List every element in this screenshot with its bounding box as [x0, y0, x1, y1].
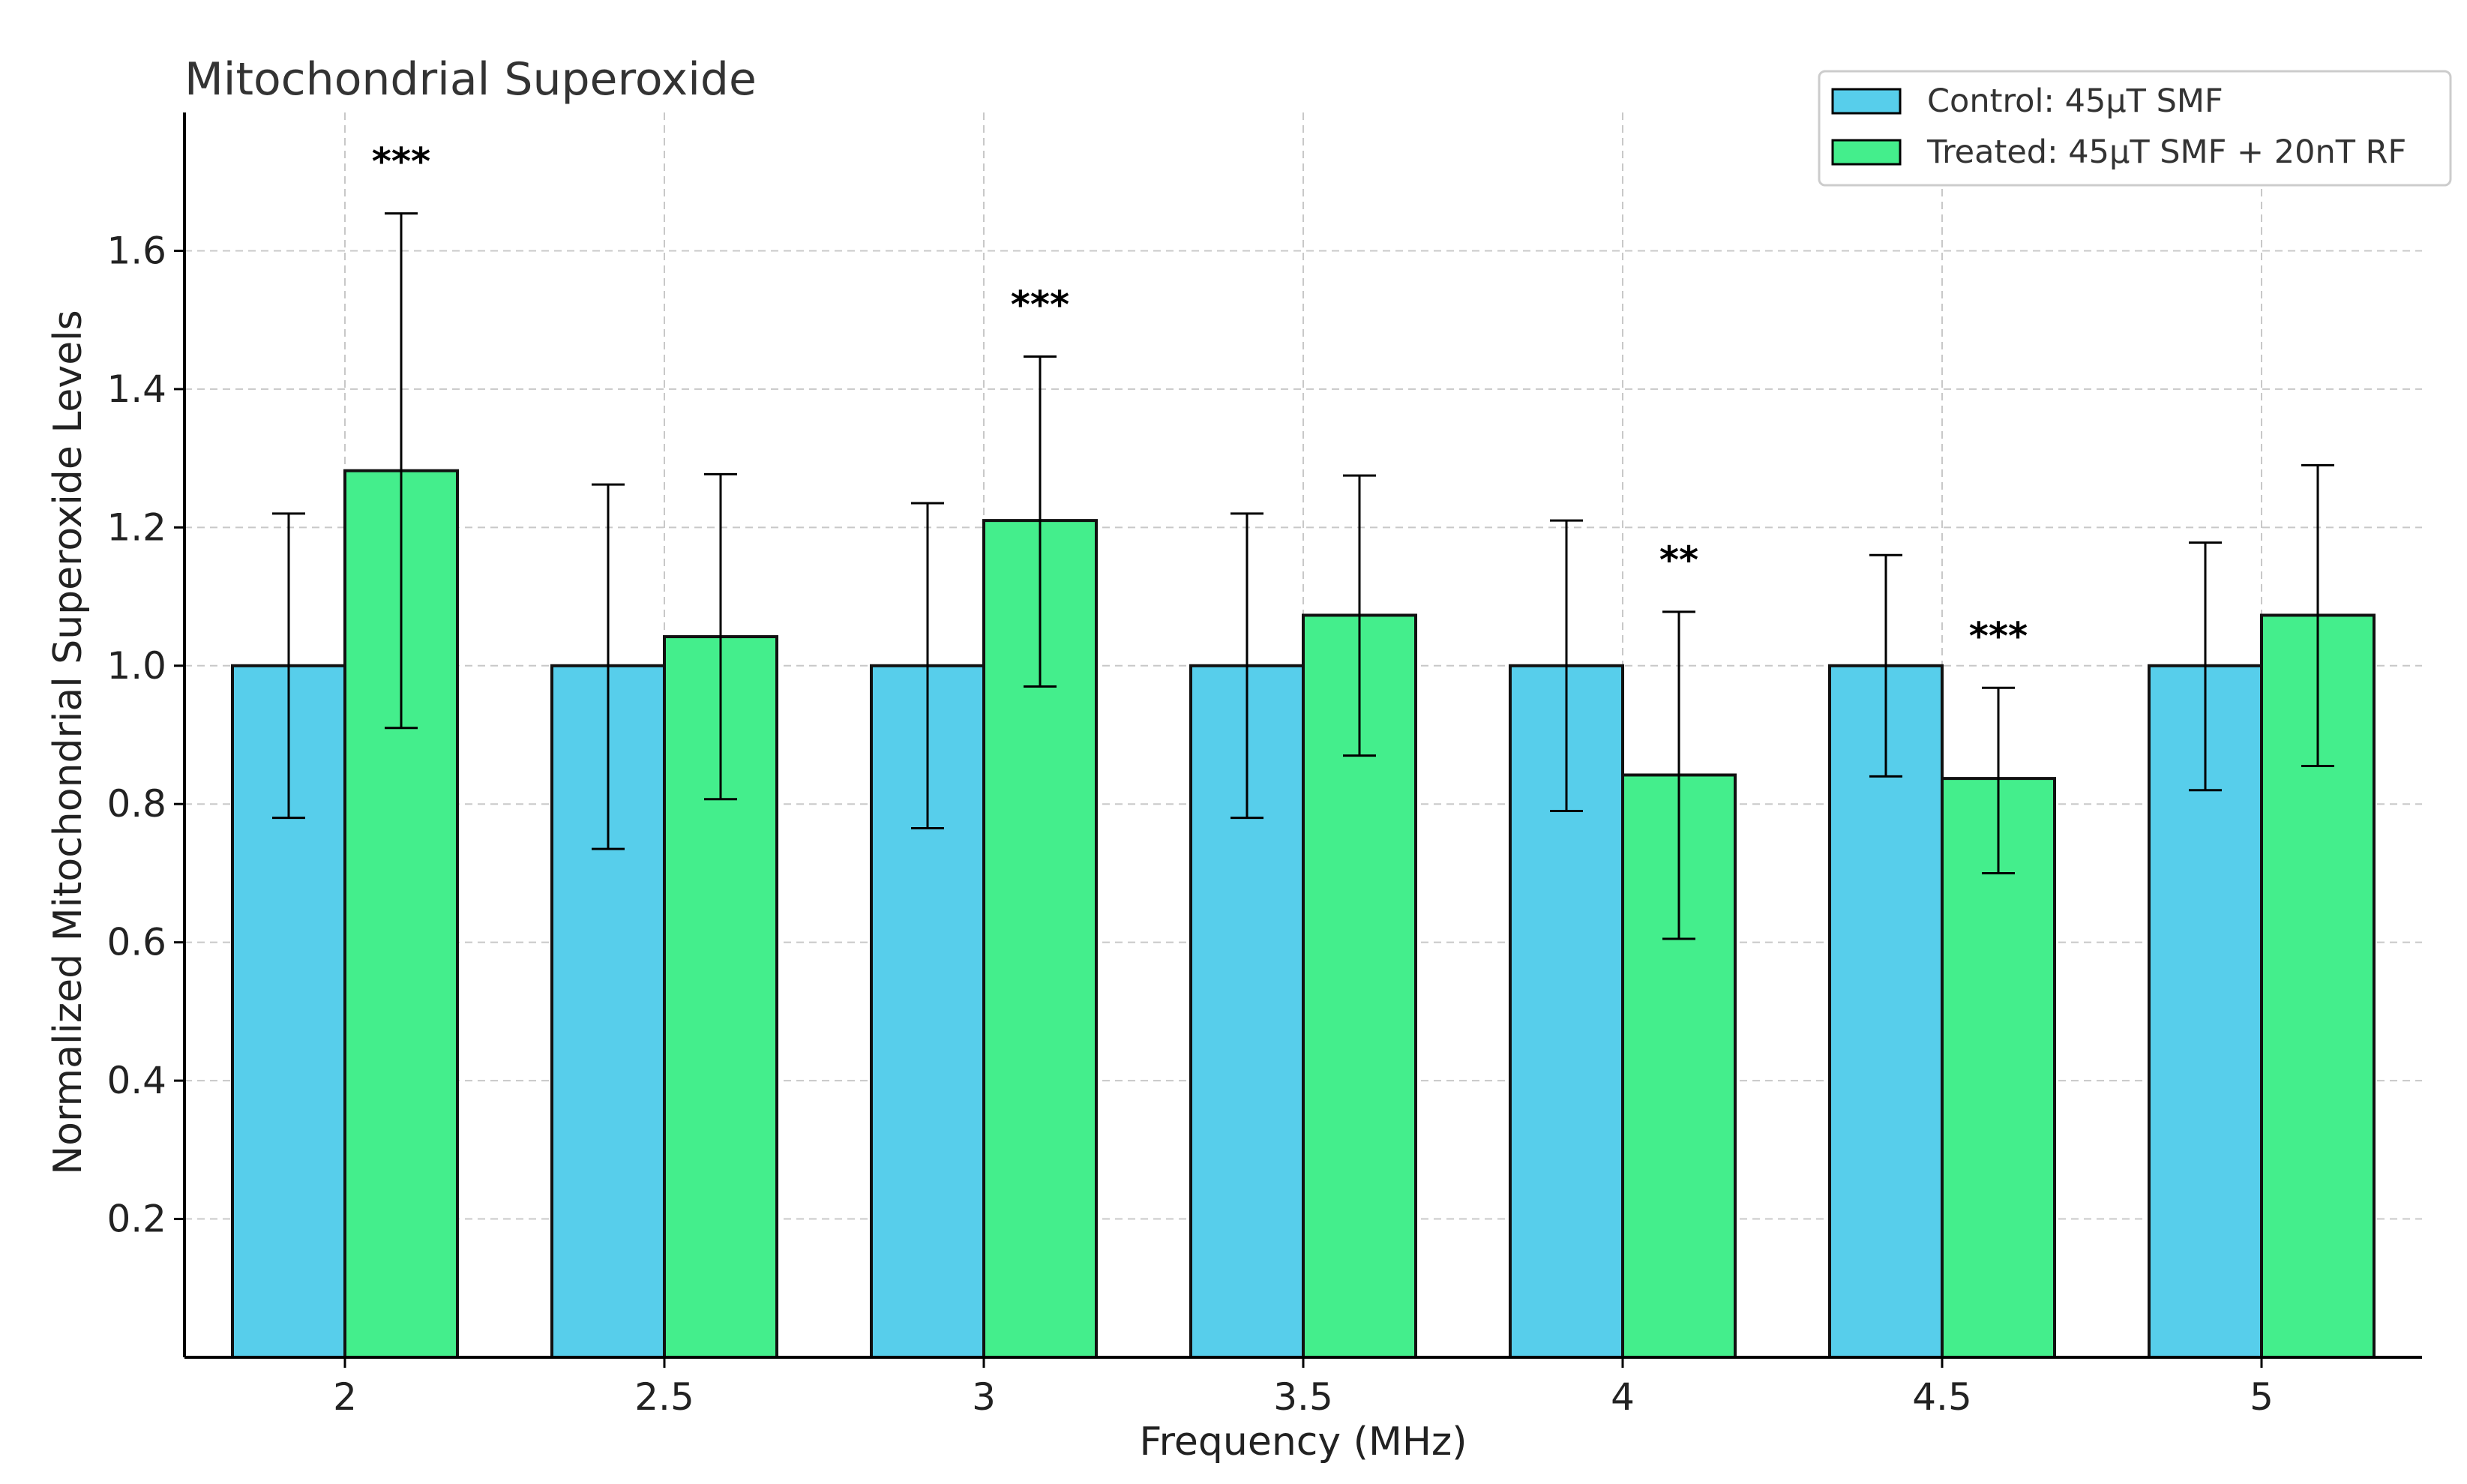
y-tick-label: 1.2 — [106, 505, 166, 549]
legend-label-control: Control: 45µT SMF — [1927, 82, 2223, 120]
y-tick-label: 0.6 — [106, 921, 166, 964]
error-bar-treated — [1662, 610, 1695, 940]
y-tick-label: 0.2 — [106, 1198, 166, 1241]
error-bar-control — [1550, 519, 1583, 812]
y-tick-label: 1.6 — [106, 229, 166, 272]
x-tick-label: 2.5 — [634, 1375, 694, 1419]
axes: 0.2 0.4 0.6 0.8 1.0 1.2 1.4 1.6 2 2.5 3 3.5 4 4.5 5 — [106, 112, 2422, 1419]
significance-marker: *** — [1011, 283, 1069, 327]
x-tick-label: 3 — [972, 1375, 996, 1419]
error-bar-control — [592, 483, 625, 850]
legend-frame — [1818, 70, 2452, 187]
error-bar-treated — [2301, 463, 2334, 767]
error-bar-treated — [1982, 686, 2015, 874]
x-tick-label: 2 — [333, 1375, 357, 1419]
legend: Control: 45µT SMF Treated: 45µT SMF + 20… — [1818, 70, 2452, 187]
significance-marker: ** — [1659, 538, 1698, 582]
x-tick-label: 4.5 — [1912, 1375, 1972, 1419]
y-tick-label: 1.0 — [106, 644, 166, 688]
x-axis-label: Frequency (MHz) — [1140, 1420, 1467, 1465]
error-bar-treated — [1024, 355, 1057, 688]
error-bar-control — [2189, 541, 2222, 792]
error-bars — [272, 212, 2334, 940]
error-bar-control — [272, 512, 305, 820]
chart-title: Mitochondrial Superoxide — [184, 53, 757, 106]
error-bar-control — [1231, 512, 1263, 820]
y-tick-label: 1.4 — [106, 367, 166, 411]
x-tick-label: 4 — [1611, 1375, 1635, 1419]
error-bar-treated — [704, 472, 737, 801]
y-axis-label: Normalized Mitochondrial Superoxide Leve… — [46, 310, 91, 1174]
bar-treated — [1941, 777, 2056, 1359]
legend-label-treated: Treated: 45µT SMF + 20nT RF — [1926, 133, 2406, 171]
legend-swatch-treated — [1831, 139, 1902, 166]
error-bar-treated — [385, 212, 418, 730]
bar-control — [1828, 664, 1944, 1359]
x-tick-label: 3.5 — [1273, 1375, 1333, 1419]
significance-marker: *** — [372, 140, 430, 184]
significance-markers: *********** — [372, 140, 2028, 658]
y-tick-label: 0.8 — [106, 782, 166, 826]
legend-swatch-control — [1831, 88, 1902, 115]
error-bar-control — [911, 502, 944, 829]
error-bar-treated — [1343, 474, 1376, 757]
significance-marker: *** — [1969, 614, 2028, 658]
y-tick-label: 0.4 — [106, 1059, 166, 1102]
error-bar-control — [1869, 553, 1902, 778]
x-tick-label: 5 — [2250, 1375, 2274, 1419]
